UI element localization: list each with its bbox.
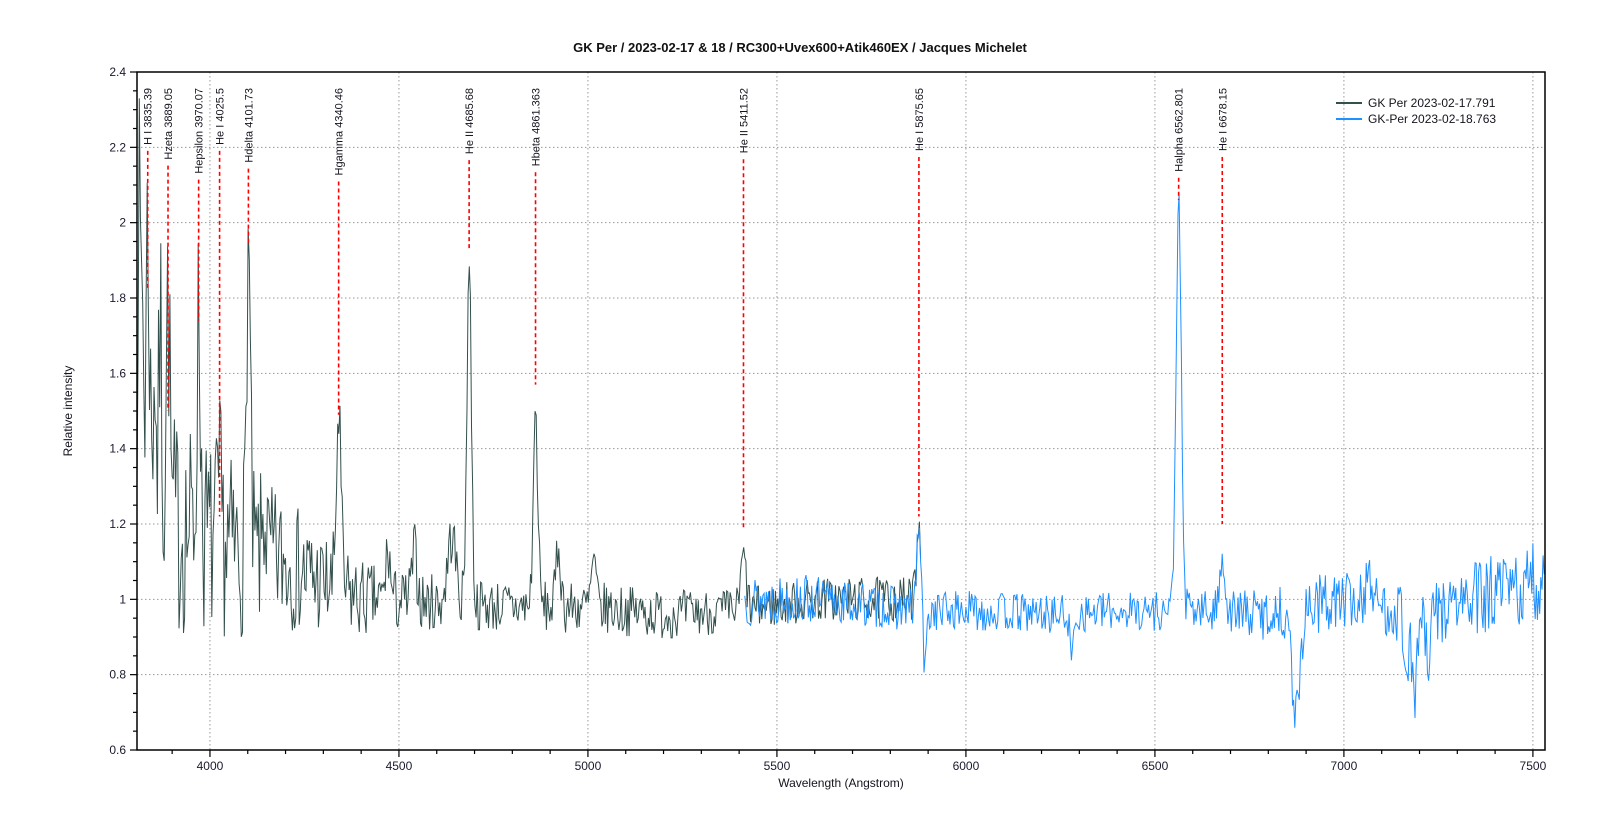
x-axis-label: Wavelength (Angstrom): [778, 776, 904, 790]
y-tick-label: 1.6: [109, 366, 126, 380]
x-tick-label: 4000: [197, 759, 224, 773]
y-tick-label: 0.8: [109, 668, 126, 682]
series-2-line: [744, 194, 1545, 728]
y-tick-label: 1.2: [109, 517, 126, 531]
x-tick-label: 6500: [1142, 759, 1169, 773]
annotation-label: Hdelta 4101.73: [243, 88, 255, 163]
annotation-label: He I 6678.15: [1217, 88, 1229, 151]
x-tick-label: 4500: [386, 759, 413, 773]
annotation-label: He I 4025.5: [215, 88, 227, 145]
axis-ticks: 4000 4500 5000 5500 6000 6500 7000 7500 0.6 0.8 1 1…: [109, 65, 1546, 773]
x-tick-label: 6000: [953, 759, 980, 773]
x-tick-label: 5000: [575, 759, 602, 773]
y-tick-label: 1.8: [109, 291, 126, 305]
annotation-label: He II 4685.68: [464, 88, 476, 154]
x-tick-label: 7000: [1331, 759, 1358, 773]
y-tick-label: 0.6: [109, 743, 126, 757]
annotation-label: Hzeta 3889.05: [163, 88, 175, 160]
legend: GK Per 2023-02-17.791 GK-Per 2023-02-18.7…: [1336, 96, 1496, 126]
gridlines: [137, 72, 1545, 750]
annotation-label: Hepsilon 3970.07: [194, 88, 206, 174]
x-tick-label: 7500: [1520, 759, 1547, 773]
line-annotations: H I 3835.39 Hzeta 3889.05 Hepsilon 3970.07…: [143, 88, 1229, 528]
annotation-label: Halpha 6562.801: [1174, 88, 1186, 172]
x-tick-label: 5500: [764, 759, 791, 773]
legend-label: GK Per 2023-02-17.791: [1368, 96, 1496, 110]
chart-title: GK Per / 2023-02-17 & 18 / RC300+Uvex600…: [573, 40, 1027, 55]
plot-frame: [136, 71, 1546, 751]
legend-label: GK-Per 2023-02-18.763: [1368, 112, 1496, 126]
annotation-label: Hbeta 4861.363: [531, 88, 543, 166]
annotation-label: He II 5411.52: [738, 88, 750, 153]
annotation-label: Hgamma 4340.46: [334, 88, 346, 175]
y-tick-label: 1: [119, 592, 126, 606]
annotation-label: H I 3835.39: [143, 88, 155, 145]
series-1-line: [137, 98, 922, 639]
annotation-label: He I 5875.65: [914, 88, 926, 151]
y-tick-label: 2.2: [109, 140, 126, 154]
y-tick-label: 1.4: [109, 442, 126, 456]
y-tick-label: 2.4: [109, 65, 126, 79]
series-group: [137, 98, 1545, 728]
y-tick-label: 2: [119, 216, 126, 230]
